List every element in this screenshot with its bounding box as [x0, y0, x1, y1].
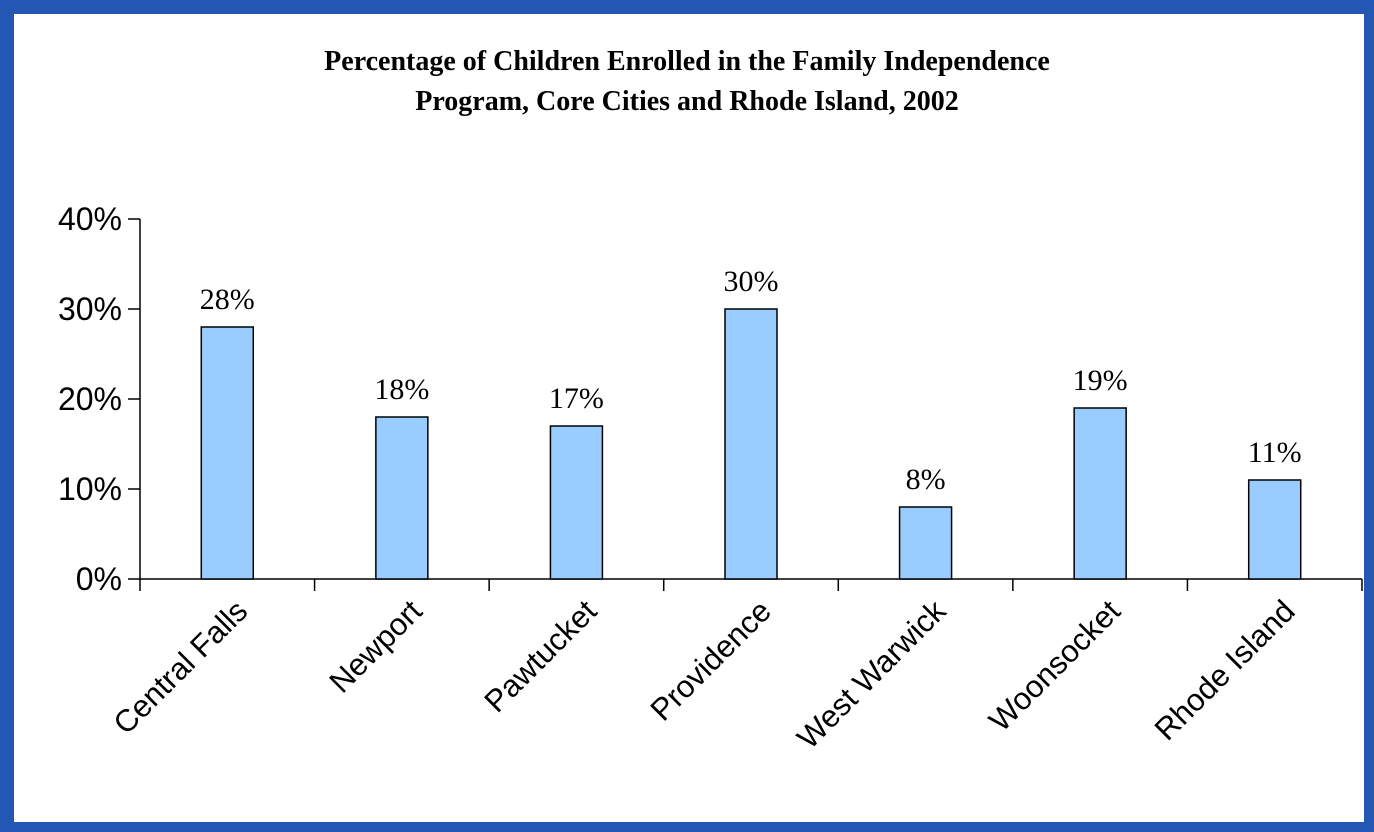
- bar-data-label: 18%: [374, 373, 429, 406]
- x-axis-tick-label: Central Falls: [106, 593, 254, 741]
- data-labels: 28% 18% 17% 30% 8% 19% 11%: [200, 265, 1302, 496]
- bar-data-label: 30%: [724, 265, 779, 298]
- chart-title-line-1: Percentage of Children Enrolled in the F…: [324, 46, 1050, 77]
- y-axis-tick-label: 30%: [58, 291, 122, 327]
- bar-data-label: 28%: [200, 283, 255, 316]
- x-axis-tick-label: Providence: [644, 593, 778, 727]
- bar: [375, 416, 429, 580]
- chart-title: Percentage of Children Enrolled in the F…: [0, 42, 1374, 122]
- bar-series: [200, 308, 1302, 580]
- x-axis-tick-labels: Central Falls Newport Pawtucket Providence W…: [106, 593, 1301, 756]
- x-axis-tick-label: Rhode Island: [1148, 593, 1302, 747]
- bar: [898, 506, 953, 580]
- chart-title-line-2: Program, Core Cities and Rhode Island, 2…: [415, 86, 959, 117]
- x-axis-tick-label: Pawtucket: [478, 593, 604, 719]
- bar: [1247, 479, 1302, 580]
- y-axis-tick-label: 10%: [58, 471, 122, 507]
- bar: [549, 425, 604, 580]
- bar-data-label: 8%: [906, 463, 946, 496]
- y-axis-tick-label: 20%: [58, 381, 122, 417]
- y-axis-tick-label: 40%: [58, 201, 122, 237]
- bar: [200, 326, 255, 580]
- x-axis-tick-label: Woonsocket: [982, 593, 1127, 738]
- x-axis-tick-label: Newport: [322, 593, 429, 700]
- bar: [1073, 407, 1127, 580]
- x-axis-tick-label: West Warwick: [790, 593, 953, 756]
- bar-data-label: 17%: [549, 382, 604, 415]
- bar-data-label: 19%: [1073, 364, 1128, 397]
- bar: [724, 308, 778, 580]
- y-axis-tick-label: 0%: [76, 561, 122, 597]
- bar-data-label: 11%: [1248, 436, 1302, 469]
